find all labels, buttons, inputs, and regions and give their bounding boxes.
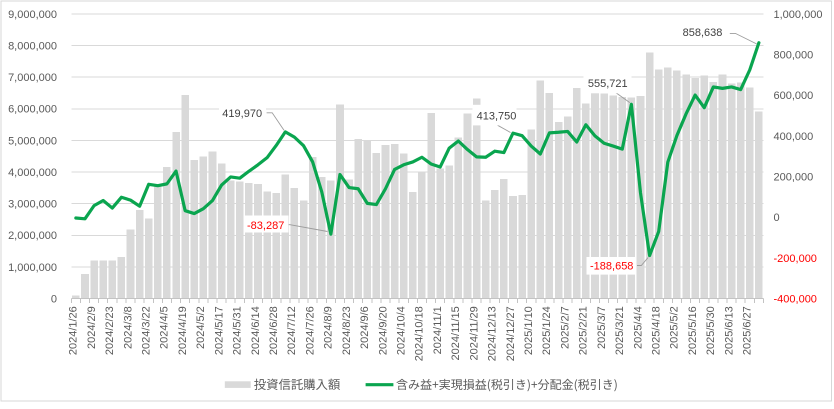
svg-text:2024/4/5: 2024/4/5 — [159, 306, 171, 349]
svg-text:2024/7/26: 2024/7/26 — [304, 306, 316, 355]
svg-text:2024/5/31: 2024/5/31 — [232, 306, 244, 355]
svg-text:4,000,000: 4,000,000 — [8, 167, 57, 179]
svg-text:2024/9/20: 2024/9/20 — [377, 306, 389, 355]
svg-text:2025/3/7: 2025/3/7 — [596, 306, 608, 349]
svg-text:9,000,000: 9,000,000 — [8, 9, 57, 21]
svg-text:200,000: 200,000 — [774, 172, 814, 184]
svg-text:2,000,000: 2,000,000 — [8, 230, 57, 242]
svg-text:1,000,000: 1,000,000 — [774, 9, 823, 21]
svg-text:-400,000: -400,000 — [774, 293, 817, 305]
svg-text:5,000,000: 5,000,000 — [8, 135, 57, 147]
svg-text:2024/11/29: 2024/11/29 — [468, 306, 480, 360]
svg-text:7,000,000: 7,000,000 — [8, 72, 57, 84]
svg-text:2025/3/21: 2025/3/21 — [614, 306, 626, 355]
svg-text:400,000: 400,000 — [774, 131, 814, 143]
svg-text:2025/2/7: 2025/2/7 — [559, 306, 571, 349]
svg-text:2024/10/18: 2024/10/18 — [414, 306, 426, 361]
svg-text:2024/12/13: 2024/12/13 — [487, 306, 499, 361]
svg-text:2025/4/18: 2025/4/18 — [651, 306, 663, 355]
svg-text:800,000: 800,000 — [774, 50, 814, 62]
svg-text:2025/4/4: 2025/4/4 — [632, 306, 644, 349]
svg-text:2024/10/4: 2024/10/4 — [396, 306, 408, 355]
svg-text:6,000,000: 6,000,000 — [8, 104, 57, 116]
svg-text:2024/11/15: 2024/11/15 — [450, 306, 462, 360]
svg-text:2024/7/12: 2024/7/12 — [286, 306, 298, 355]
svg-text:2024/11/1: 2024/11/1 — [432, 306, 444, 354]
svg-text:0: 0 — [51, 293, 57, 305]
svg-text:2025/6/27: 2025/6/27 — [742, 306, 754, 355]
svg-text:2024/5/17: 2024/5/17 — [213, 306, 225, 355]
svg-text:2025/1/10: 2025/1/10 — [523, 306, 535, 355]
svg-text:419,970: 419,970 — [222, 108, 262, 120]
svg-text:2024/12/27: 2024/12/27 — [505, 306, 517, 361]
svg-text:555,721: 555,721 — [588, 78, 628, 90]
svg-text:2024/3/8: 2024/3/8 — [122, 306, 134, 349]
svg-text:2024/6/28: 2024/6/28 — [268, 306, 280, 355]
svg-text:2024/9/6: 2024/9/6 — [359, 306, 371, 349]
svg-text:2024/1/26: 2024/1/26 — [68, 306, 80, 355]
svg-text:2024/4/19: 2024/4/19 — [177, 306, 189, 355]
svg-text:2024/2/9: 2024/2/9 — [86, 306, 98, 349]
svg-text:858,638: 858,638 — [683, 27, 723, 39]
svg-text:2024/3/22: 2024/3/22 — [141, 306, 153, 355]
svg-text:1,000,000: 1,000,000 — [8, 262, 57, 274]
svg-text:600,000: 600,000 — [774, 90, 814, 102]
svg-text:2024/8/23: 2024/8/23 — [341, 306, 353, 355]
svg-text:2025/2/21: 2025/2/21 — [578, 306, 590, 355]
svg-text:0: 0 — [774, 212, 780, 224]
svg-text:413,750: 413,750 — [477, 110, 517, 122]
svg-text:2025/5/16: 2025/5/16 — [687, 306, 699, 355]
svg-text:2025/1/24: 2025/1/24 — [541, 306, 553, 355]
svg-text:2025/5/30: 2025/5/30 — [705, 306, 717, 355]
svg-text:2024/5/2: 2024/5/2 — [195, 306, 207, 349]
svg-text:2024/6/14: 2024/6/14 — [250, 306, 262, 355]
svg-text:8,000,000: 8,000,000 — [8, 41, 57, 53]
svg-text:2025/6/13: 2025/6/13 — [723, 306, 735, 355]
svg-text:-83,287: -83,287 — [247, 220, 284, 232]
svg-text:2024/8/9: 2024/8/9 — [323, 306, 335, 349]
svg-text:-188,658: -188,658 — [590, 261, 633, 273]
svg-text:3,000,000: 3,000,000 — [8, 199, 57, 211]
svg-text:2024/2/23: 2024/2/23 — [104, 306, 116, 355]
svg-text:2025/5/2: 2025/5/2 — [669, 306, 681, 349]
svg-text:-200,000: -200,000 — [774, 253, 817, 265]
